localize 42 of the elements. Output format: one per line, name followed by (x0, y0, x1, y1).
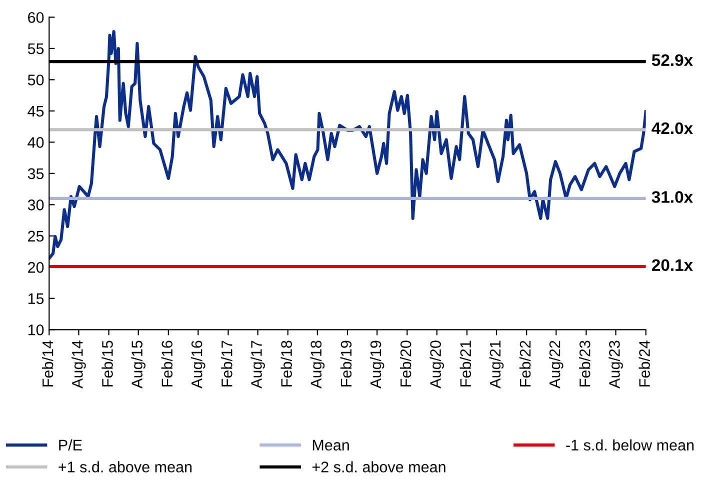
legend-label: +2 s.d. above mean (312, 461, 446, 472)
y-tick-label: 45 (28, 106, 44, 117)
legend-label: P/E (59, 439, 82, 451)
legend-label: -1 s.d. below mean (566, 439, 694, 451)
x-tick-label: Feb/24 (638, 340, 650, 386)
x-tick-label: Aug/21 (489, 340, 504, 388)
x-tick-label: Feb/16 (161, 340, 173, 386)
line-series (49, 30, 646, 260)
x-tick-label: Aug/22 (549, 340, 564, 388)
y-tick-label: 60 (28, 12, 44, 23)
annotation: 52.9x (652, 54, 693, 66)
y-tick-label: 25 (28, 230, 44, 242)
x-tick-label: Feb/23 (579, 340, 590, 386)
annotation: 20.1x (652, 259, 693, 272)
y-tick-label: 40 (28, 137, 44, 148)
y-tick-label: 10 (28, 324, 44, 336)
x-tick-label: Feb/15 (102, 340, 113, 386)
x-tick-label: Aug/19 (370, 340, 384, 388)
y-tick-label: 30 (28, 200, 44, 210)
annotation: 31.0x (652, 191, 693, 203)
x-tick-label: Aug/16 (191, 340, 206, 388)
legend-label: Mean (312, 440, 349, 451)
x-tick-label: Feb/20 (400, 340, 412, 386)
x-tick-label: Aug/23 (608, 340, 623, 388)
x-tick-label: Feb/19 (340, 340, 352, 386)
annotation: 42.0x (652, 122, 693, 134)
x-tick-label: Aug/14 (72, 340, 86, 388)
x-tick-label: Aug/20 (430, 340, 444, 388)
x-tick-label: Aug/18 (310, 340, 325, 388)
x-tick-label: Feb/22 (519, 340, 531, 386)
x-tick-label: Aug/17 (250, 340, 265, 388)
x-tick-label: Aug/15 (131, 340, 146, 388)
y-tick-label: 35 (28, 168, 44, 180)
x-tick-label: Feb/17 (221, 340, 232, 386)
y-tick-label: 15 (28, 293, 44, 304)
x-tick-label: Feb/21 (460, 340, 472, 386)
x-tick-label: Feb/18 (280, 340, 292, 386)
legend-label: +1 s.d. above mean (58, 461, 192, 472)
y-tick-label: 50 (28, 74, 44, 86)
y-tick-label: 55 (28, 43, 44, 54)
y-tick-label: 20 (28, 262, 44, 273)
x-tick-label: Feb/14 (42, 340, 54, 386)
